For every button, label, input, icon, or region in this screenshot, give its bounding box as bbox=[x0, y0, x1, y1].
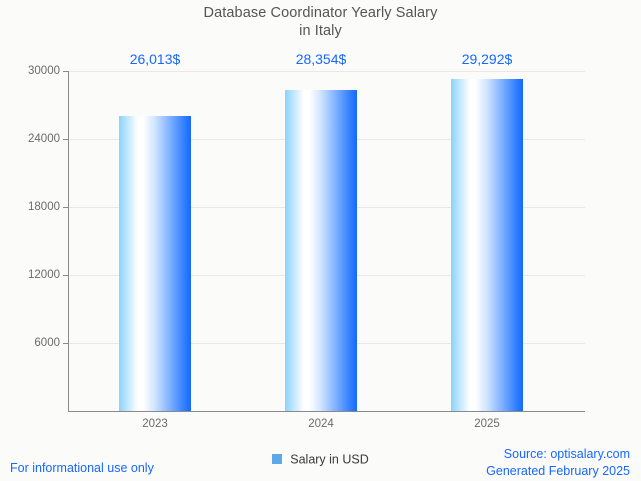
bar-2023[interactable] bbox=[119, 116, 191, 411]
x-axis-label-2024: 2024 bbox=[308, 418, 334, 430]
legend-swatch-icon bbox=[272, 453, 283, 464]
gridline-30000 bbox=[63, 71, 585, 72]
plot-area bbox=[63, 71, 585, 411]
bar-2024[interactable] bbox=[285, 90, 357, 411]
bar-2025[interactable] bbox=[451, 79, 523, 411]
y-axis-label-30000: 30000 bbox=[28, 65, 60, 77]
bar-value-2023: 26,013$ bbox=[129, 51, 181, 67]
x-axis-line bbox=[68, 411, 585, 412]
y-axis-label-12000: 12000 bbox=[28, 269, 60, 281]
y-axis-labels: 30000 24000 18000 12000 6000 bbox=[0, 65, 60, 412]
chart-title-line-1: Database Coordinator Yearly Salary bbox=[203, 5, 438, 21]
bar-value-2025: 29,292$ bbox=[461, 51, 513, 67]
tick-18000 bbox=[63, 207, 68, 208]
tick-12000 bbox=[63, 275, 68, 276]
disclaimer-text: For informational use only bbox=[10, 461, 154, 475]
y-axis-line bbox=[68, 71, 69, 412]
chart-title: Database Coordinator Yearly Salary in It… bbox=[0, 4, 641, 40]
bar-value-2024: 28,354$ bbox=[295, 51, 347, 67]
y-axis-label-18000: 18000 bbox=[28, 201, 60, 213]
x-axis-label-2023: 2023 bbox=[142, 418, 168, 430]
chart-subtitle: in Italy bbox=[299, 23, 342, 39]
legend-item-label: Salary in USD bbox=[290, 452, 369, 467]
generated-text: Generated February 2025 bbox=[486, 463, 630, 478]
y-axis-label-24000: 24000 bbox=[28, 133, 60, 145]
y-axis-label-6000: 6000 bbox=[34, 337, 60, 349]
tick-24000 bbox=[63, 139, 68, 140]
source-text: Source: optisalary.com bbox=[503, 447, 630, 461]
tick-6000 bbox=[63, 343, 68, 344]
x-axis-label-2025: 2025 bbox=[474, 418, 500, 430]
tick-30000 bbox=[63, 71, 68, 72]
chart-legend[interactable]: Salary in USD bbox=[0, 452, 641, 467]
source-block: Source: optisalary.com Generated Februar… bbox=[486, 446, 630, 479]
